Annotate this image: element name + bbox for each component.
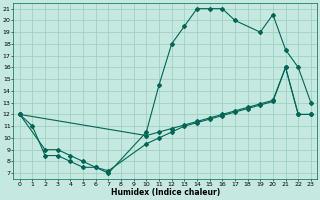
X-axis label: Humidex (Indice chaleur): Humidex (Indice chaleur) [111,188,220,197]
